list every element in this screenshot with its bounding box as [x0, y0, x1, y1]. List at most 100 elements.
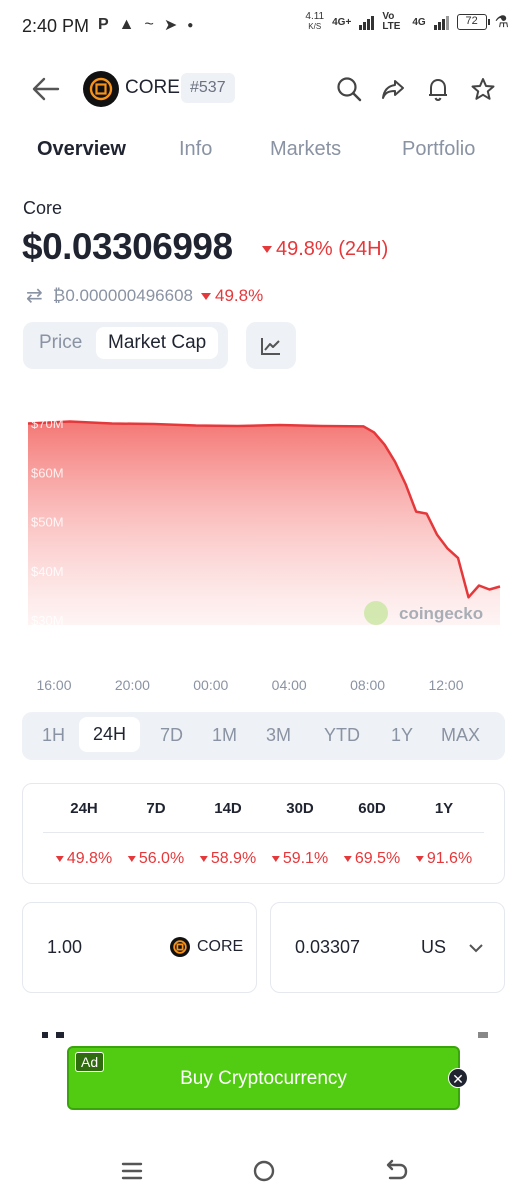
btc-price-row: ⇄ ₿0.000000496608 49.8% — [26, 283, 263, 308]
swap-icon[interactable]: ⇄ — [26, 285, 43, 307]
back-arrow-icon[interactable] — [30, 74, 62, 104]
rank-badge: #537 — [181, 73, 235, 103]
x-axis-label: 04:00 — [272, 677, 307, 693]
price-option[interactable]: Price — [39, 332, 83, 353]
paytm-icon: P — [98, 16, 109, 33]
watermark-text: coingecko — [399, 604, 483, 623]
perf-header-60d: 60D — [358, 800, 386, 817]
down-triangle-icon — [262, 246, 272, 254]
perf-value-14d: 58.9% — [199, 850, 256, 868]
system-icons: 4.11 K/S 4G+ Vo LTE 4G 72 ⚗ — [305, 12, 509, 32]
notification-icons: P ▲ ~ ➤ ● — [98, 15, 193, 35]
chart-line — [27, 420, 501, 599]
x-axis-label: 16:00 — [36, 677, 71, 693]
current-price: $0.03306998 — [22, 226, 233, 267]
tab-overview[interactable]: Overview — [37, 138, 126, 160]
performance-table: 24H 7D 14D 30D 60D 1Y 49.8% 56.0% 58.9% … — [22, 783, 505, 884]
down-triangle-icon — [200, 292, 211, 300]
price-change-value: 49.8% (24H) — [276, 238, 389, 260]
btc-price: ₿0.000000496608 — [52, 285, 193, 305]
search-icon[interactable] — [334, 74, 364, 104]
telegram-icon: ➤ — [163, 17, 178, 34]
perf-header-24h: 24H — [70, 800, 98, 817]
net-4g-plus: 4G+ — [332, 16, 352, 28]
ad-badge: Ad — [75, 1052, 105, 1072]
status-time: 2:40 PM — [22, 16, 90, 36]
x-axis-label: 20:00 — [115, 677, 150, 693]
x-axis-label: 12:00 — [428, 677, 463, 693]
core-logo-icon — [83, 71, 119, 107]
battery-icon: 72 — [456, 14, 490, 30]
star-icon[interactable] — [468, 74, 498, 104]
to-currency[interactable]: US — [421, 937, 484, 958]
gecko-icon — [364, 601, 388, 625]
range-1m[interactable]: 1M — [212, 725, 238, 745]
line-chart-icon — [261, 337, 280, 355]
core-logo-icon — [170, 937, 190, 957]
btc-change: 49.8% — [200, 285, 264, 306]
perf-header-7d: 7D — [146, 800, 166, 817]
to-currency-label: US — [421, 937, 447, 957]
ad-banner[interactable]: Ad Buy Cryptocurrency ✕ — [67, 1046, 468, 1110]
coin-header: CORE #537 — [0, 64, 527, 114]
flask-icon: ⚗ — [494, 14, 509, 31]
speed-value: 4.11 — [305, 11, 325, 22]
tab-markets[interactable]: Markets — [270, 138, 342, 160]
perf-value-30d: 59.1% — [271, 850, 328, 868]
tab-info[interactable]: Info — [179, 138, 213, 160]
net-volte: Vo LTE — [382, 11, 401, 32]
chevron-down-icon — [469, 943, 483, 952]
close-icon[interactable]: ✕ — [448, 1068, 468, 1088]
coin-symbol: CORE — [125, 77, 180, 98]
partially-hidden-heading — [30, 1026, 490, 1038]
section-tabs: Overview Info Markets Portfolio — [0, 138, 527, 168]
chart-metric-toggle: Price Market Cap — [23, 322, 228, 369]
chart-type-button[interactable] — [246, 322, 296, 369]
from-amount-input[interactable]: 1.00 — [47, 937, 83, 957]
range-1y[interactable]: 1Y — [391, 725, 414, 745]
y-axis-label: $40M — [31, 564, 64, 579]
y-axis-label: $50M — [31, 515, 64, 530]
converter-from[interactable]: 1.00 CORE — [22, 902, 257, 993]
range-3m[interactable]: 3M — [266, 725, 292, 745]
system-nav-bar — [0, 1140, 527, 1200]
perf-value-7d: 56.0% — [127, 850, 184, 868]
tab-portfolio[interactable]: Portfolio — [402, 138, 476, 160]
chart-area — [28, 421, 500, 625]
home-icon[interactable] — [249, 1156, 279, 1186]
from-currency[interactable]: CORE — [170, 937, 243, 957]
bell-icon[interactable] — [423, 74, 453, 104]
coin-name: Core — [23, 198, 63, 218]
perf-value-60d: 69.5% — [343, 850, 400, 868]
coingecko-watermark: coingecko — [364, 601, 483, 625]
speed-unit: K/S — [308, 22, 322, 31]
perf-header-14d: 14D — [214, 800, 242, 817]
to-amount-input[interactable]: 0.03307 — [295, 937, 361, 957]
ad-text[interactable]: Buy Cryptocurrency — [180, 1068, 347, 1089]
perf-header-1y: 1Y — [434, 800, 454, 817]
market-cap-chart[interactable]: $70M $60M $50M $40M $30M 16:00 20:00 00:00 04:0… — [0, 395, 527, 705]
range-ytd[interactable]: YTD — [324, 725, 360, 745]
range-7d[interactable]: 7D — [160, 725, 184, 745]
status-bar: 2:40 PM P ▲ ~ ➤ ● 4.11 K/S 4G+ Vo LTE 4G… — [0, 0, 527, 56]
from-currency-label: CORE — [197, 938, 244, 955]
perf-header-30d: 30D — [286, 800, 314, 817]
range-1h[interactable]: 1H — [42, 725, 66, 745]
pulse-icon: ~ — [144, 16, 154, 33]
warning-icon: ▲ — [118, 16, 135, 33]
x-axis-label: 08:00 — [350, 677, 385, 693]
x-axis-label: 00:00 — [193, 677, 228, 693]
market-cap-option[interactable]: Market Cap — [96, 327, 219, 359]
back-icon[interactable] — [381, 1156, 411, 1186]
dot-icon: ● — [187, 19, 194, 31]
btc-change-value: 49.8% — [214, 285, 264, 305]
recent-apps-icon[interactable] — [117, 1156, 147, 1186]
range-max[interactable]: MAX — [441, 725, 481, 745]
perf-value-1y: 91.6% — [415, 850, 472, 868]
share-icon[interactable] — [378, 74, 408, 104]
converter-to[interactable]: 0.03307 US — [270, 902, 505, 993]
time-range-selector: 1H 24H 7D 1M 3M YTD 1Y MAX — [22, 712, 505, 760]
range-24h[interactable]: 24H — [79, 717, 141, 752]
signal-icon-2 — [433, 14, 449, 30]
y-axis-label: $60M — [31, 465, 64, 480]
